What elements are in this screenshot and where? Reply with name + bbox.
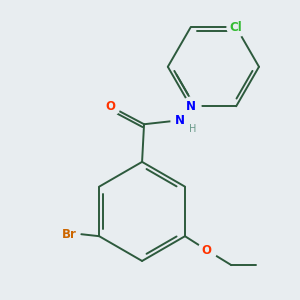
Text: Br: Br: [62, 228, 77, 241]
Text: H: H: [189, 124, 196, 134]
Text: O: O: [105, 100, 116, 113]
Text: N: N: [175, 114, 185, 127]
Text: O: O: [202, 244, 212, 256]
Text: Cl: Cl: [230, 21, 243, 34]
Text: N: N: [186, 100, 196, 113]
